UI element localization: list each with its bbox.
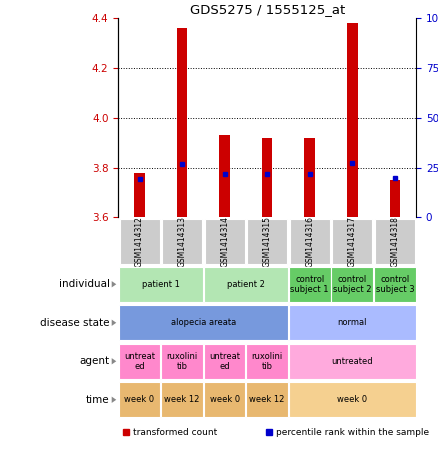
Text: GSM1414313: GSM1414313 [177, 216, 187, 267]
Text: control
subject 2: control subject 2 [333, 275, 371, 294]
Bar [304, 138, 315, 217]
Bar [134, 173, 145, 217]
Bar [246, 343, 288, 379]
Text: week 0: week 0 [337, 395, 367, 404]
Bar [120, 219, 159, 264]
Text: transformed count: transformed count [133, 428, 217, 437]
Bar [247, 219, 287, 264]
Bar [204, 382, 245, 418]
Bar [119, 305, 288, 341]
Text: individual: individual [59, 279, 110, 289]
Bar [290, 219, 330, 264]
Text: untreat
ed: untreat ed [209, 352, 240, 371]
Text: alopecia areata: alopecia areata [171, 318, 236, 327]
Text: GSM1414315: GSM1414315 [263, 216, 272, 267]
Text: untreated: untreated [332, 357, 373, 366]
Text: week 12: week 12 [164, 395, 200, 404]
Bar [161, 343, 203, 379]
Bar [375, 219, 415, 264]
Text: week 12: week 12 [250, 395, 285, 404]
Text: control
subject 1: control subject 1 [290, 275, 329, 294]
Text: GSM1414312: GSM1414312 [135, 216, 144, 267]
Bar [289, 305, 416, 341]
Text: GSM1414316: GSM1414316 [305, 216, 314, 267]
Text: GSM1414314: GSM1414314 [220, 216, 229, 267]
Bar [204, 343, 245, 379]
Text: normal: normal [338, 318, 367, 327]
Bar [162, 219, 202, 264]
Text: disease state: disease state [40, 318, 110, 328]
Text: time: time [86, 395, 110, 405]
Text: week 0: week 0 [209, 395, 240, 404]
Bar [177, 28, 187, 217]
Title: GDS5275 / 1555125_at: GDS5275 / 1555125_at [190, 3, 345, 15]
Text: ruxolini
tib: ruxolini tib [166, 352, 198, 371]
Text: control
subject 3: control subject 3 [375, 275, 414, 294]
Bar [119, 382, 160, 418]
Bar [289, 382, 416, 418]
Text: ruxolini
tib: ruxolini tib [251, 352, 283, 371]
Bar [289, 266, 331, 302]
Bar [389, 180, 400, 217]
Text: GSM1414317: GSM1414317 [348, 216, 357, 267]
Text: patient 1: patient 1 [142, 280, 180, 289]
Bar [347, 23, 357, 217]
Text: week 0: week 0 [124, 395, 155, 404]
Bar [332, 266, 373, 302]
Bar [161, 382, 203, 418]
Bar [246, 382, 288, 418]
Text: patient 2: patient 2 [227, 280, 265, 289]
Bar [119, 343, 160, 379]
Bar [219, 135, 230, 217]
Bar [332, 219, 372, 264]
Bar [119, 266, 203, 302]
Text: untreat
ed: untreat ed [124, 352, 155, 371]
Bar [205, 219, 245, 264]
Bar [204, 266, 288, 302]
Text: agent: agent [79, 356, 110, 366]
Bar [374, 266, 416, 302]
Bar [289, 343, 416, 379]
Text: GSM1414318: GSM1414318 [390, 216, 399, 267]
Bar [262, 138, 272, 217]
Text: percentile rank within the sample: percentile rank within the sample [276, 428, 429, 437]
